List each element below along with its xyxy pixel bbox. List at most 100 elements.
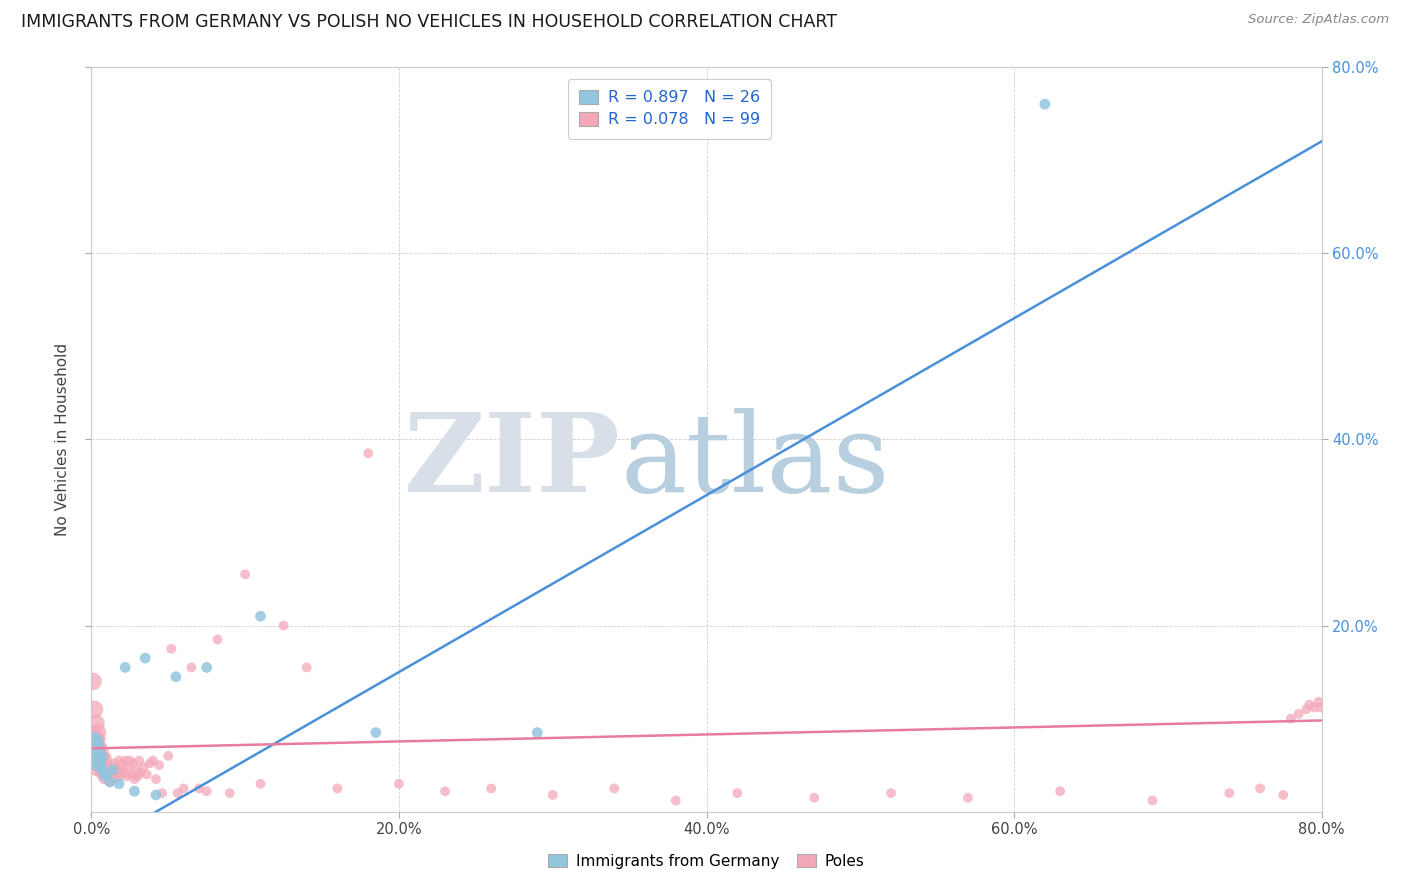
Point [82, 744, 104, 758]
Point [91, 739, 114, 754]
Point [195, 784, 218, 798]
Point [142, 754, 165, 768]
Point [101, 767, 124, 781]
Point [124, 784, 146, 798]
Text: ZIP: ZIP [404, 409, 620, 516]
Point [132, 760, 155, 774]
Point [1298, 698, 1320, 712]
Point [115, 769, 138, 783]
Point [112, 765, 135, 780]
Point [326, 781, 349, 796]
Point [111, 758, 134, 772]
Point [96, 769, 118, 783]
Point [98, 775, 121, 789]
Point [125, 763, 148, 777]
Point [93, 744, 115, 758]
Point [84, 747, 107, 761]
Point [94, 748, 117, 763]
Point [83, 748, 105, 763]
Point [84, 760, 107, 774]
Point [100, 764, 122, 778]
Point [83, 738, 105, 752]
Point [166, 786, 188, 800]
Point [82, 674, 104, 689]
Point [98, 775, 121, 789]
Point [108, 777, 131, 791]
Point [165, 670, 187, 684]
Point [145, 788, 167, 802]
Point [603, 781, 626, 796]
Point [84, 716, 107, 731]
Point [114, 754, 136, 768]
Text: IMMIGRANTS FROM GERMANY VS POLISH NO VEHICLES IN HOUSEHOLD CORRELATION CHART: IMMIGRANTS FROM GERMANY VS POLISH NO VEH… [21, 13, 837, 31]
Point [388, 777, 411, 791]
Point [87, 756, 110, 771]
Point [86, 741, 108, 756]
Point [150, 786, 173, 800]
Point [479, 781, 502, 796]
Point [129, 765, 152, 780]
Point [101, 763, 124, 777]
Text: Source: ZipAtlas.com: Source: ZipAtlas.com [1249, 13, 1389, 27]
Point [96, 769, 118, 783]
Point [105, 760, 127, 774]
Point [90, 763, 112, 777]
Point [108, 769, 131, 783]
Point [83, 744, 105, 758]
Point [1288, 706, 1310, 721]
Point [127, 769, 149, 783]
Point [357, 446, 380, 460]
Point [1303, 700, 1326, 714]
Point [1309, 700, 1331, 714]
Point [725, 786, 748, 800]
Point [249, 777, 271, 791]
Point [91, 769, 114, 783]
Point [114, 660, 136, 674]
Point [117, 760, 139, 774]
Point [91, 754, 114, 768]
Point [145, 772, 167, 786]
Point [218, 786, 240, 800]
Point [93, 772, 115, 786]
Point [84, 754, 107, 768]
Point [96, 750, 118, 764]
Point [91, 763, 114, 777]
Point [1142, 793, 1164, 807]
Point [103, 772, 125, 786]
Point [1272, 788, 1295, 802]
Point [207, 632, 229, 647]
Point [103, 756, 125, 771]
Point [84, 732, 107, 747]
Point [157, 748, 180, 763]
Legend: Immigrants from Germany, Poles: Immigrants from Germany, Poles [543, 847, 870, 875]
Point [90, 732, 112, 747]
Point [87, 765, 110, 780]
Point [83, 702, 105, 716]
Point [107, 765, 129, 780]
Point [86, 750, 108, 764]
Point [249, 609, 271, 624]
Text: atlas: atlas [620, 409, 890, 516]
Y-axis label: No Vehicles in Household: No Vehicles in Household [55, 343, 70, 536]
Point [233, 567, 256, 582]
Point [94, 765, 117, 780]
Point [1218, 786, 1240, 800]
Point [90, 747, 112, 761]
Point [84, 747, 107, 761]
Point [1295, 702, 1317, 716]
Point [93, 767, 115, 781]
Point [434, 784, 457, 798]
Point [195, 660, 218, 674]
Point [82, 730, 104, 744]
Point [90, 760, 112, 774]
Point [98, 760, 121, 774]
Point [295, 660, 318, 674]
Point [1249, 781, 1271, 796]
Point [173, 781, 195, 796]
Point [160, 641, 183, 656]
Point [1308, 695, 1330, 709]
Point [128, 754, 150, 768]
Point [273, 618, 295, 632]
Point [1279, 712, 1302, 726]
Point [120, 767, 142, 781]
